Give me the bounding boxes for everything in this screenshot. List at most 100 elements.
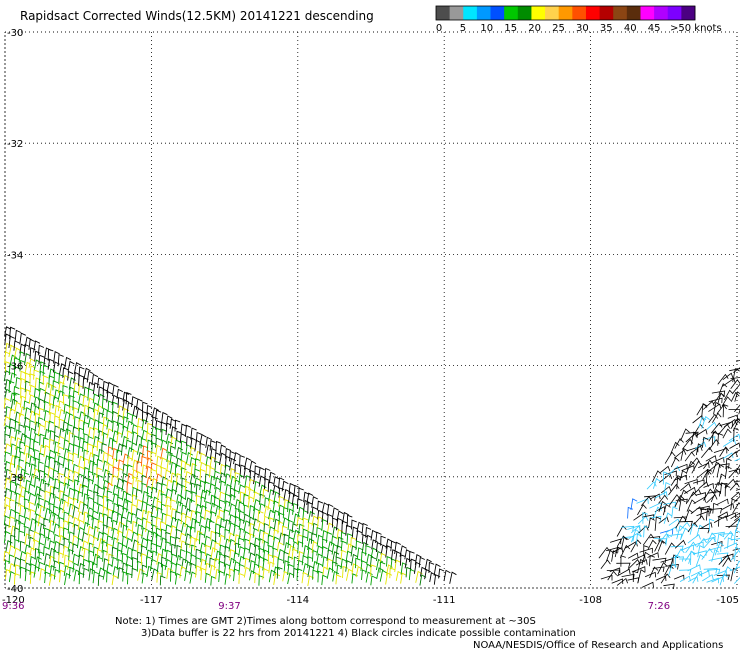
wind-barb [35,521,41,532]
wind-barb [53,381,58,391]
wind-barb [93,572,99,583]
wind-barb [736,519,740,532]
wind-barb [362,524,368,535]
wind-barb [704,538,716,548]
wind-barb [322,520,328,532]
colorbar-segment [518,6,532,20]
wind-barb [390,568,395,578]
wind-barb [33,532,39,542]
wind-barb [166,515,171,526]
wind-barb [147,496,153,505]
wind-barb [19,460,24,471]
wind-barb [147,478,153,488]
wind-barb [93,394,99,403]
wind-barb [712,413,721,422]
wind-barb [643,534,654,545]
wind-barb [711,542,722,547]
colorbar-segment [491,6,505,20]
wind-barb [60,570,66,582]
wind-barb [185,482,190,491]
wind-barb [691,571,702,576]
wind-barb [39,371,45,382]
wind-barb [14,548,20,558]
wind-barb [322,575,328,585]
wind-barb [58,447,64,456]
colorbar-segment [627,6,641,20]
wind-barb [729,410,740,415]
wind-barb [209,484,216,496]
credit-line: NOAA/NESDIS/Office of Research and Appli… [473,640,723,652]
wind-barb [88,527,94,536]
wind-barb [48,530,54,540]
wind-barb [30,474,36,485]
wind-barb [706,456,717,461]
wind-barb [728,415,738,420]
wind-barb [97,459,102,469]
colorbar-segment [559,6,573,20]
wind-barb [679,500,685,512]
wind-barb [199,534,204,545]
wind-barb [156,410,162,420]
wind-barb [714,448,727,453]
wind-barb [238,538,243,548]
wind-barb [171,500,176,510]
colorbar-label: 15 [504,23,517,34]
wind-barb [675,439,684,449]
wind-barb [234,453,241,464]
wind-barb [200,469,205,481]
x-tick-label: -108 [579,595,602,606]
wind-barb [712,458,724,463]
wind-barb [190,500,195,512]
wind-barb [5,389,11,399]
wind-barb [289,546,296,557]
wind-barb [200,453,206,463]
wind-barb [659,474,672,482]
wind-barb [98,575,103,586]
wind-barb [150,559,156,571]
wind-barb [69,567,75,578]
wind-barb [167,505,172,516]
wind-barb [20,567,25,578]
wind-barb [336,557,341,566]
wind-barb [167,480,173,489]
wind-barb [730,483,739,490]
time-label: 9:36 [2,601,24,612]
wind-barb [701,523,713,529]
wind-barb [112,421,118,432]
wind-barb [249,543,255,553]
wind-barb [219,500,224,510]
wind-barb [9,546,15,555]
wind-barb [185,425,191,437]
wind-barb [653,558,666,563]
wind-barb [672,507,678,518]
wind-barb [87,497,93,508]
wind-barb [674,450,686,458]
wind-barb [318,501,323,510]
wind-barb [156,428,161,438]
wind-barb [706,469,712,482]
wind-barb [151,452,156,463]
wind-barb [43,365,48,376]
wind-barb [229,515,235,525]
wind-barb [243,494,248,505]
wind-barb [693,516,704,525]
x-tick-label: -105 [716,595,739,606]
colorbar-segment [572,6,586,20]
wind-barb [98,476,103,487]
x-tick-label: -114 [286,595,309,606]
wind-barb [180,533,186,542]
wind-barb [30,348,35,359]
wind-barb [601,560,611,569]
wind-barb [64,449,70,459]
wind-barb [181,441,186,452]
wind-barb [185,516,191,527]
wind-barb [419,558,425,568]
wind-barb [367,555,373,565]
wind-barb [196,484,202,496]
wind-barb [112,547,117,558]
wind-barb [73,507,80,519]
wind-barb [663,505,670,515]
wind-barb [132,568,137,578]
